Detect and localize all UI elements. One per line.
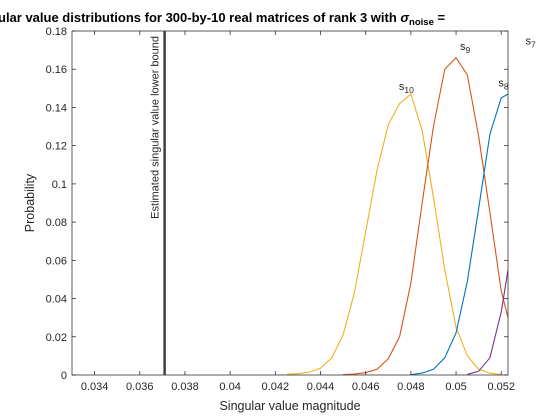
- series-label-subscript: 8: [504, 81, 509, 91]
- y-tick-label: 0.14: [46, 102, 67, 114]
- y-tick-label: 0.02: [46, 332, 67, 344]
- y-tick-label: 0: [61, 370, 67, 382]
- x-axis-label: Singular value magnitude: [219, 399, 360, 413]
- x-tick-label: 0.036: [126, 381, 154, 393]
- series-line-s10: [286, 93, 502, 375]
- series-line-s8: [410, 93, 508, 375]
- y-tick-label: 0.1: [52, 179, 67, 191]
- y-tick-label: 0.12: [46, 141, 67, 153]
- x-tick-label: 0.048: [397, 381, 425, 393]
- series-label-letter: s: [460, 41, 466, 53]
- series-line-s7: [467, 269, 508, 375]
- axes-group: 0.034 0.036 0.038 0.04 0.042 0.044 0.046 0.048 0…: [46, 26, 515, 393]
- chart-title-sigma: σ: [400, 10, 410, 25]
- series-label-letter: s: [525, 35, 531, 47]
- axes-box: [71, 30, 509, 376]
- y-axis-label: Probability: [23, 173, 37, 232]
- plot-area: [72, 31, 508, 375]
- series-label-subscript: 10: [404, 85, 414, 95]
- series-label-subscript: 9: [465, 45, 470, 55]
- x-tick-label: 0.046: [352, 381, 380, 393]
- y-tick-label: 0.16: [46, 64, 67, 76]
- series-label-letter: s: [399, 81, 405, 93]
- series-label-subscript: 7: [531, 39, 536, 49]
- series-label-s10: s10: [399, 81, 414, 95]
- lower-bound-label: Estimated singular value lower bound: [150, 36, 162, 219]
- y-tick-label: 0.08: [46, 217, 67, 229]
- bound-line-group: Estimated singular value lower bound: [150, 31, 166, 375]
- y-tick-label: 0.18: [46, 26, 67, 38]
- x-tick-label: 0.044: [307, 381, 335, 393]
- x-tick-label: 0.052: [487, 381, 515, 393]
- series-label-s8: s8: [498, 77, 509, 91]
- series-label-s7: s7: [525, 35, 536, 49]
- x-tick-label: 0.05: [445, 381, 466, 393]
- y-tick-label: 0.06: [46, 255, 67, 267]
- y-tick-label: 0.04: [46, 294, 67, 306]
- chart-title-main: ular value distributions for 300-by-10 r…: [0, 10, 400, 25]
- x-tick-label: 0.038: [171, 381, 199, 393]
- x-tick-label: 0.04: [219, 381, 240, 393]
- x-tick-label: 0.034: [81, 381, 109, 393]
- series-label-letter: s: [498, 77, 504, 89]
- series-label-s9: s9: [460, 41, 471, 55]
- x-tick-label: 0.042: [262, 381, 290, 393]
- chart-title-subscript: noise: [409, 17, 434, 28]
- series-group: [286, 56, 508, 375]
- chart-title: ular value distributions for 300-by-10 r…: [0, 10, 445, 28]
- chart-title-equals: =: [434, 10, 446, 25]
